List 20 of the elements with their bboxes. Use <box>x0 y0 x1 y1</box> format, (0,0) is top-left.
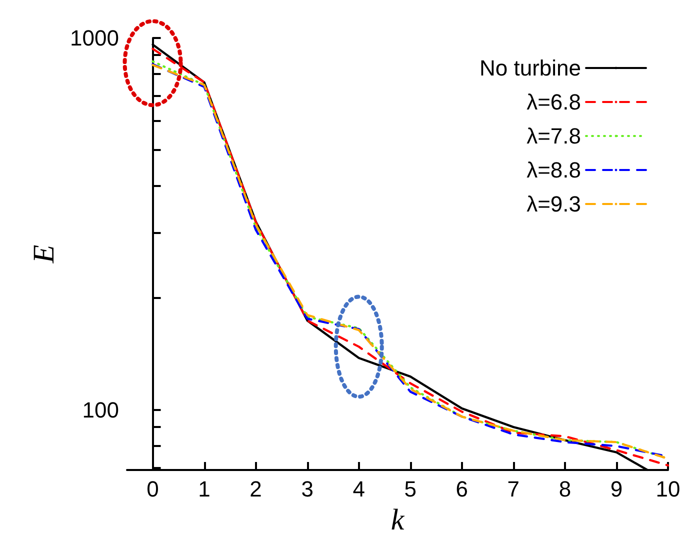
x-tick-label: 6 <box>456 476 468 502</box>
y-axis-title: E <box>28 244 61 264</box>
legend-label: λ=8.8 <box>526 158 581 182</box>
x-tick-label: 8 <box>558 476 572 502</box>
y-tick-label: 1000 <box>70 26 119 50</box>
legend-label: No turbine <box>479 56 581 80</box>
x-tick-label: 0 <box>146 476 159 502</box>
x-tick-label: 3 <box>301 476 314 502</box>
x-tick-label: 1 <box>198 476 210 502</box>
x-tick-label: 4 <box>352 476 365 502</box>
legend-label: λ=7.8 <box>526 124 581 148</box>
legend-label: λ=9.3 <box>526 192 581 216</box>
x-axis-title: k <box>390 503 405 536</box>
x-tick-label: 7 <box>507 476 520 502</box>
x-tick-label: 10 <box>656 476 680 502</box>
x-tick-label: 2 <box>250 476 262 502</box>
legend-label: λ=6.8 <box>526 90 581 114</box>
x-tick-label: 5 <box>404 476 417 502</box>
y-tick-label: 100 <box>82 398 119 423</box>
x-tick-label: 9 <box>610 476 623 502</box>
